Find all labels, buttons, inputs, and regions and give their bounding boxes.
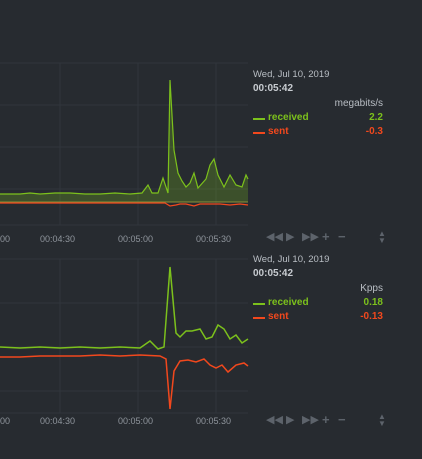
x-tick-label: 00: [0, 234, 11, 244]
legend-unit: megabits/s: [334, 98, 383, 109]
received-swatch: [253, 303, 265, 305]
legend-received-value: 0.18: [363, 297, 383, 308]
x-tick-label: 00:05:30: [196, 416, 232, 426]
legend-sent-label: sent: [268, 311, 289, 322]
sent-swatch: [253, 132, 265, 134]
legend-sent-label: sent: [268, 126, 289, 137]
sent-line: [0, 202, 249, 207]
legend-bandwidth: Wed, Jul 10, 2019 00:05:42 megabits/s re…: [253, 69, 383, 149]
chart-controls: ◀◀ ▶ ▶▶ + − ▲ ▼: [266, 412, 391, 428]
sent-line: [0, 354, 249, 410]
received-line: [0, 266, 249, 350]
legend-packets: Wed, Jul 10, 2019 00:05:42 Kpps received…: [253, 254, 383, 334]
received-area: [0, 80, 248, 202]
chart-panel-packets: 00 00:04:30 00:05:00 00:05:30 Wed, Jul 1…: [0, 245, 422, 445]
sent-swatch: [253, 317, 265, 319]
legend-received-label: received: [268, 297, 309, 308]
rewind-icon[interactable]: ◀◀: [266, 414, 283, 426]
fast-forward-icon[interactable]: ▶▶: [302, 414, 319, 426]
packets-plot[interactable]: [0, 245, 250, 425]
zoom-in-icon[interactable]: +: [322, 229, 330, 244]
legend-received-label: received: [268, 112, 309, 123]
legend-row-sent[interactable]: sent -0.13: [253, 311, 383, 325]
legend-date: Wed, Jul 10, 2019: [253, 69, 330, 80]
received-swatch: [253, 118, 265, 120]
legend-received-value: 2.2: [369, 112, 383, 123]
legend-unit: Kpps: [360, 283, 383, 294]
legend-row-received[interactable]: received 2.2: [253, 112, 383, 126]
rewind-icon[interactable]: ◀◀: [266, 231, 283, 243]
chart-panel-bandwidth: 00 00:04:30 00:05:00 00:05:30 Wed, Jul 1…: [0, 55, 422, 255]
play-icon[interactable]: ▶: [286, 231, 295, 243]
zoom-out-icon[interactable]: −: [338, 412, 346, 427]
x-tick-label: 00:05:00: [118, 416, 154, 426]
legend-sent-value: -0.3: [365, 126, 383, 137]
chart-controls: ◀◀ ▶ ▶▶ + − ▲ ▼: [266, 229, 391, 245]
resize-handle-icon[interactable]: ▲ ▼: [378, 229, 386, 245]
fast-forward-icon[interactable]: ▶▶: [302, 231, 319, 243]
play-icon[interactable]: ▶: [286, 414, 295, 426]
legend-row-sent[interactable]: sent -0.3: [253, 126, 383, 140]
zoom-in-icon[interactable]: +: [322, 412, 330, 427]
legend-time: 00:05:42: [253, 83, 294, 94]
x-tick-label: 00: [0, 416, 11, 426]
resize-handle-icon[interactable]: ▲ ▼: [378, 412, 386, 428]
legend-row-received[interactable]: received 0.18: [253, 297, 383, 311]
x-tick-label: 00:05:30: [196, 234, 232, 244]
zoom-out-icon[interactable]: −: [338, 229, 346, 244]
x-tick-label: 00:04:30: [40, 234, 76, 244]
received-line: [0, 79, 249, 195]
bandwidth-plot[interactable]: [0, 55, 250, 235]
x-tick-label: 00:05:00: [118, 234, 154, 244]
x-tick-label: 00:04:30: [40, 416, 76, 426]
legend-date: Wed, Jul 10, 2019: [253, 254, 330, 265]
legend-sent-value: -0.13: [360, 311, 383, 322]
legend-time: 00:05:42: [253, 268, 294, 279]
